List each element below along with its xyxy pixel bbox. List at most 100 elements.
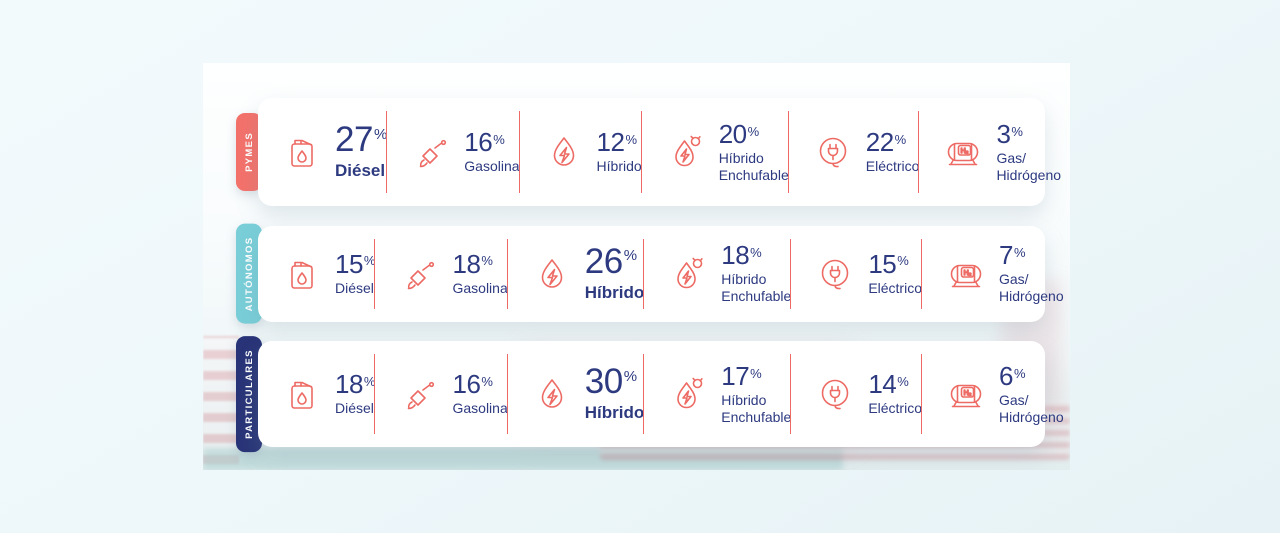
- fuel-stat-cell: 26% Híbrido: [508, 226, 645, 322]
- plugin-hybrid-icon: [666, 132, 706, 172]
- fuel-stat-cell: 20% Híbrido Enchufable: [642, 98, 789, 206]
- fuel-stat: 20% Híbrido Enchufable: [719, 121, 789, 184]
- fuel-stat: 7% Gas/ Hidrógeno: [999, 242, 1064, 305]
- stat-value: 3: [996, 118, 1011, 149]
- fuel-stat-cell: 14% Eléctrico: [791, 341, 922, 447]
- fuel-label: Híbrido: [584, 403, 645, 423]
- fuel-stat-cell: 30% Híbrido: [508, 341, 645, 447]
- hybrid-drop-icon: [532, 254, 572, 294]
- electric-plug-icon: [815, 254, 855, 294]
- segment-card: 15% Diésel 18% Gasolina 26% Híbrido 18% Híbrido…: [258, 225, 1064, 322]
- hydrogen-tank-icon: [946, 254, 986, 294]
- fuel-stat-cell: 22% Eléctrico: [789, 98, 920, 206]
- stat-value: 22: [865, 127, 894, 158]
- fuel-stat-cell: 16% Gasolina: [375, 341, 509, 447]
- fuel-nozzle-icon: [399, 374, 439, 414]
- fuel-label: Gasolina: [464, 158, 520, 175]
- stat-value-line: 12%: [597, 129, 642, 155]
- plugin-hybrid-icon: [668, 374, 708, 414]
- electric-plug-icon: [813, 132, 853, 172]
- segment-card: 27% Diésel 16% Gasolina 12% Híbrido 20% Híbrido…: [258, 98, 1061, 206]
- diesel-can-icon: [282, 132, 322, 172]
- percent-sign: %: [623, 247, 638, 265]
- fuel-label: Gas/ Hidrógeno: [999, 271, 1064, 304]
- percent-sign: %: [897, 373, 909, 389]
- fuel-label: Híbrido Enchufable: [718, 149, 789, 183]
- stat-value-line: 18%: [452, 251, 507, 277]
- fuel-label: Diésel: [335, 400, 374, 417]
- fuel-label: Eléctrico: [868, 400, 922, 417]
- stat-value: 30: [584, 362, 623, 402]
- stat-value: 26: [584, 241, 623, 281]
- stat-value: 17: [721, 360, 750, 391]
- fuel-label: Diésel: [335, 161, 386, 181]
- stat-value: 15: [335, 248, 363, 279]
- fuel-stat-cell: 18% Híbrido Enchufable: [644, 226, 792, 322]
- stat-value-line: 22%: [866, 129, 920, 155]
- stat-value-line: 20%: [719, 121, 789, 147]
- diesel-can-icon: [282, 374, 322, 414]
- fuel-stat-cell: 18% Diésel: [258, 341, 376, 447]
- percent-sign: %: [373, 125, 388, 143]
- fuel-label: Gasolina: [452, 279, 508, 296]
- stat-value-line: 18%: [721, 242, 791, 268]
- stat-value: 16: [452, 369, 481, 400]
- fuel-stat: 16% Gasolina: [464, 129, 519, 175]
- fuel-label: Diésel: [335, 279, 374, 296]
- fuel-stat: 27% Diésel: [335, 122, 387, 181]
- fuel-stat-cell: 3% Gas/ Hidrógeno: [919, 98, 1061, 206]
- fuel-label: Híbrido: [596, 158, 642, 175]
- fuel-label: Eléctrico: [865, 158, 920, 175]
- fuel-label: Híbrido: [584, 282, 645, 302]
- stat-value: 6: [999, 360, 1013, 391]
- fuel-stat: 30% Híbrido: [585, 364, 645, 423]
- fuel-label: Híbrido Enchufable: [721, 391, 792, 425]
- percent-sign: %: [363, 373, 376, 389]
- stat-value-line: 17%: [721, 363, 791, 389]
- fuel-label: Gasolina: [452, 400, 508, 417]
- stat-value: 20: [718, 118, 747, 149]
- segment-tab-label: PYMES: [243, 132, 255, 172]
- stat-value-line: 18%: [335, 371, 375, 397]
- segment-rows: PYMES 27% Diésel 16% Gasolina 12% Híbrido 20% Hí…: [203, 63, 1070, 470]
- stat-value-line: 15%: [335, 251, 375, 277]
- stat-value-line: 14%: [868, 371, 922, 397]
- hybrid-drop-icon: [532, 374, 572, 414]
- stat-value: 16: [464, 127, 493, 158]
- fuel-nozzle-icon: [399, 254, 439, 294]
- fuel-stat-cell: 12% Híbrido: [520, 98, 642, 206]
- stat-value-line: 30%: [585, 364, 645, 399]
- segment-card: 18% Diésel 16% Gasolina 30% Híbrido 17% Híbrido…: [258, 341, 1064, 447]
- percent-sign: %: [363, 253, 376, 269]
- fuel-stat-cell: 17% Híbrido Enchufable: [644, 341, 792, 447]
- percent-sign: %: [750, 365, 762, 381]
- hybrid-drop-icon: [544, 132, 584, 172]
- fuel-stat: 18% Híbrido Enchufable: [721, 242, 791, 305]
- percent-sign: %: [481, 253, 493, 269]
- fuel-stat-cell: 27% Diésel: [258, 98, 388, 206]
- fuel-label: Híbrido Enchufable: [721, 271, 792, 304]
- fuel-stat: 15% Eléctrico: [868, 251, 922, 297]
- segment-tab-pymes: PYMES: [236, 113, 262, 191]
- stat-value: 12: [596, 127, 625, 158]
- fuel-stat: 14% Eléctrico: [868, 371, 922, 417]
- stat-value: 18: [335, 369, 363, 400]
- fuel-stat-cell: 15% Eléctrico: [791, 226, 922, 322]
- fuel-stat-cell: 15% Diésel: [258, 226, 376, 322]
- fuel-stat: 15% Diésel: [335, 251, 375, 297]
- segment-row: PARTICULARES 18% Diésel 16% Gasolina 30% Híbri…: [236, 336, 1064, 452]
- fuel-stat-cell: 18% Gasolina: [375, 226, 509, 322]
- fuel-label: Eléctrico: [868, 279, 922, 296]
- stat-value-line: 3%: [996, 121, 1061, 147]
- fuel-label: Gas/ Hidrógeno: [999, 391, 1064, 425]
- percent-sign: %: [493, 131, 505, 147]
- stat-value-line: 26%: [585, 244, 645, 279]
- stat-value-line: 6%: [999, 363, 1064, 389]
- fuel-stat: 3% Gas/ Hidrógeno: [996, 121, 1061, 184]
- percent-sign: %: [750, 245, 762, 261]
- plugin-hybrid-icon: [668, 254, 708, 294]
- fuel-label: Gas/ Hidrógeno: [996, 149, 1062, 183]
- fuel-stat: 18% Gasolina: [452, 251, 507, 297]
- stat-value-line: 7%: [999, 242, 1064, 268]
